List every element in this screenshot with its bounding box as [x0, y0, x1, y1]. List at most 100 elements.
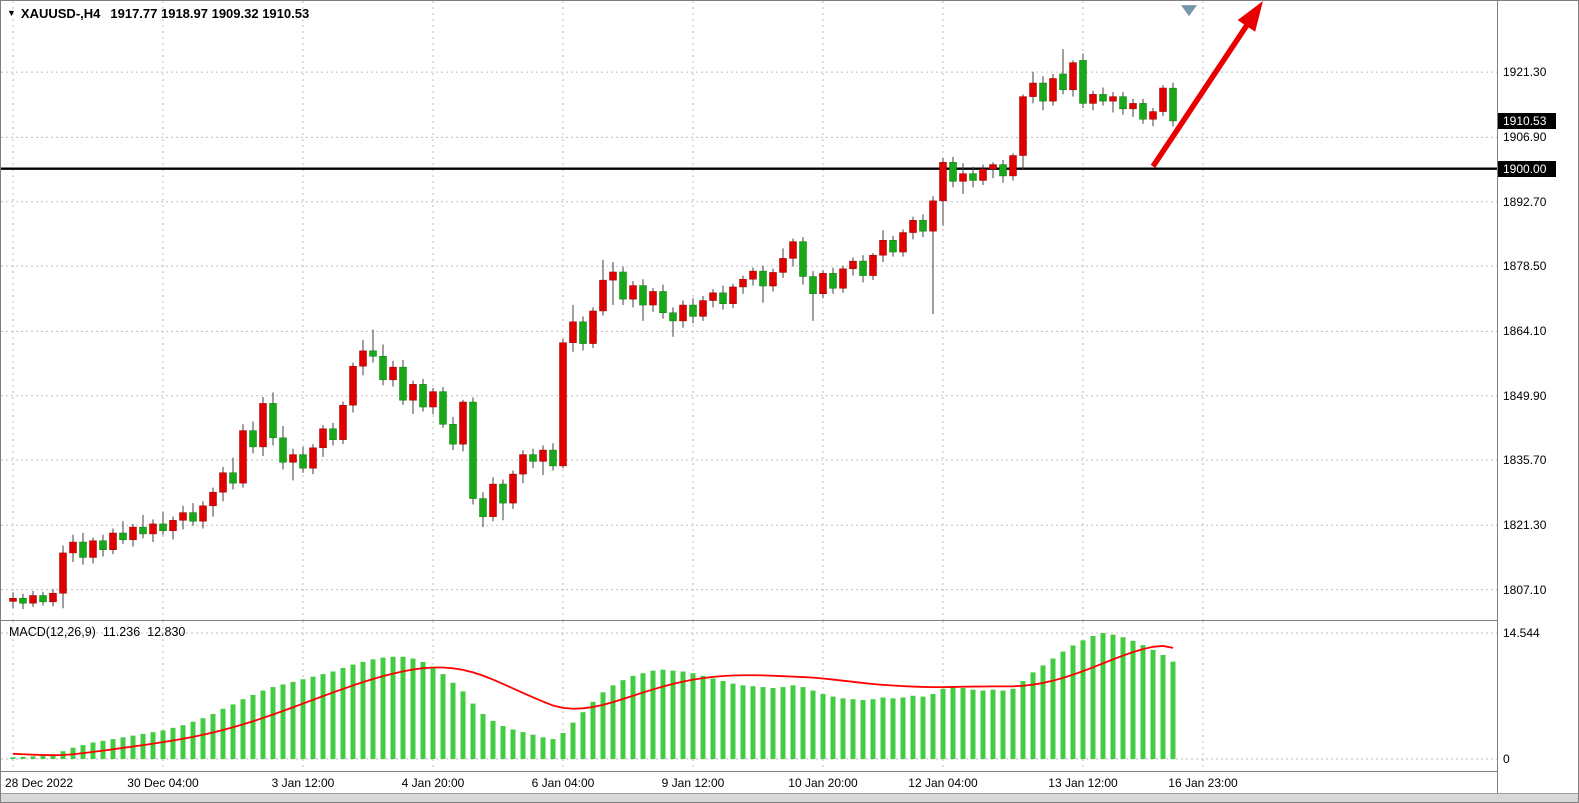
- bear-candle: [639, 285, 647, 306]
- bear-candle: [689, 304, 697, 317]
- macd-histogram-bar: [280, 684, 286, 759]
- bear-candle: [829, 273, 837, 289]
- macd-histogram-bar: [530, 734, 536, 759]
- axis-separator: [1497, 1, 1498, 793]
- bull-candle: [979, 168, 987, 181]
- macd-histogram-bar: [900, 697, 906, 759]
- bear-candle: [1079, 60, 1087, 104]
- macd-histogram-bar: [40, 755, 46, 759]
- bull-candle: [699, 300, 707, 317]
- bear-candle: [579, 321, 587, 344]
- price-tick-label: 1849.90: [1503, 388, 1547, 403]
- macd-histogram-bar: [300, 679, 306, 759]
- bull-candle: [199, 505, 207, 522]
- panel-separator: [1, 771, 1497, 772]
- bear-candle: [189, 512, 197, 522]
- time-axis-label: 30 Dec 04:00: [127, 776, 199, 790]
- macd-histogram-bar: [440, 674, 446, 759]
- macd-histogram-bar: [740, 685, 746, 759]
- panel-separator[interactable]: [1, 620, 1497, 621]
- macd-histogram-bar: [860, 700, 866, 759]
- macd-histogram-bar: [260, 690, 266, 759]
- bull-candle: [819, 273, 827, 294]
- bull-candle: [519, 454, 527, 475]
- price-tick-label: 1821.30: [1503, 518, 1547, 533]
- symbol-timeframe-label: XAUUSD-,H4: [20, 6, 101, 21]
- trend-arrow-head[interactable]: [1237, 1, 1263, 32]
- bull-candle: [849, 260, 857, 270]
- macd-histogram-bar: [400, 656, 406, 759]
- macd-histogram-bar: [510, 729, 516, 759]
- bear-candle: [1059, 73, 1067, 91]
- price-badge: 1910.53: [1498, 112, 1556, 129]
- macd-panel[interactable]: MACD(12,26,9) 11.236 12.830: [1, 621, 1497, 771]
- bear-candle: [499, 483, 507, 504]
- bear-candle: [619, 271, 627, 300]
- bear-candle: [549, 449, 557, 467]
- macd-histogram-bar: [200, 718, 206, 759]
- bear-candle: [379, 356, 387, 381]
- macd-histogram-bar: [1110, 634, 1116, 759]
- dropdown-arrow-icon[interactable]: ▼: [7, 8, 16, 18]
- bull-candle: [459, 401, 467, 445]
- macd-histogram-bar: [330, 671, 336, 759]
- macd-histogram-bar: [950, 687, 956, 759]
- bear-candle: [1139, 103, 1147, 120]
- bear-candle: [159, 523, 167, 531]
- bull-candle: [599, 279, 607, 312]
- macd-histogram-bar: [650, 670, 656, 759]
- bull-candle: [539, 449, 547, 462]
- macd-histogram-bar: [980, 690, 986, 759]
- macd-histogram-bar: [830, 696, 836, 759]
- bull-candle: [929, 200, 937, 232]
- macd-histogram-bar: [290, 681, 296, 759]
- ohlc-quote: 1917.77 1918.97 1909.32 1910.53: [110, 6, 310, 21]
- macd-histogram-bar: [700, 675, 706, 759]
- bull-candle: [1089, 94, 1097, 104]
- macd-histogram-bar: [880, 697, 886, 759]
- bear-candle: [229, 472, 237, 484]
- macd-histogram-bar: [20, 756, 26, 759]
- macd-value-axis[interactable]: 14.544 0: [1498, 621, 1578, 771]
- bull-candle: [219, 472, 227, 493]
- macd-histogram-bar: [520, 732, 526, 759]
- price-axis[interactable]: 1921.30 1906.90 1892.70 1878.50 1864.10 1849.…: [1498, 1, 1578, 620]
- macd-histogram-bar: [1060, 651, 1066, 759]
- bull-candle: [1109, 96, 1117, 102]
- main-chart-panel[interactable]: ▼ XAUUSD-,H4 1917.77 1918.97 1909.32 1910.…: [1, 1, 1497, 620]
- bull-candle: [1019, 96, 1027, 156]
- bear-candle: [369, 350, 377, 357]
- candlestick-chart[interactable]: [1, 1, 1497, 620]
- macd-histogram-bar: [790, 685, 796, 759]
- macd-histogram-bar: [1160, 655, 1166, 759]
- macd-histogram-bar: [630, 675, 636, 759]
- macd-histogram-bar: [610, 685, 616, 759]
- price-tick-label: 1864.10: [1503, 324, 1547, 339]
- macd-histogram-bar: [1140, 645, 1146, 759]
- time-axis[interactable]: 28 Dec 2022 30 Dec 04:00 3 Jan 12:00 4 Jan …: [1, 772, 1497, 793]
- macd-histogram-bar: [220, 708, 226, 759]
- bear-candle: [809, 276, 817, 294]
- triangle-marker-icon[interactable]: [1181, 5, 1197, 17]
- bull-candle: [589, 310, 597, 344]
- bull-candle: [629, 285, 637, 300]
- bull-candle: [259, 403, 267, 448]
- horizontal-scrollbar[interactable]: [1, 793, 1578, 802]
- bull-candle: [679, 304, 687, 322]
- macd-histogram-bar: [160, 730, 166, 759]
- macd-histogram-bar: [1070, 645, 1076, 759]
- bull-candle: [879, 240, 887, 256]
- bull-candle: [9, 597, 17, 602]
- trend-arrow-line[interactable]: [1150, 21, 1251, 168]
- macd-histogram-bar: [1100, 633, 1106, 759]
- bull-candle: [289, 454, 297, 463]
- bull-candle: [989, 164, 997, 170]
- bear-candle: [469, 401, 477, 499]
- macd-histogram-bar: [490, 720, 496, 759]
- bear-candle: [1039, 82, 1047, 102]
- bull-candle: [169, 520, 177, 531]
- time-axis-label: 16 Jan 23:00: [1168, 776, 1238, 790]
- bull-candle: [649, 291, 657, 306]
- bull-candle: [709, 292, 717, 301]
- macd-histogram-bar: [230, 704, 236, 759]
